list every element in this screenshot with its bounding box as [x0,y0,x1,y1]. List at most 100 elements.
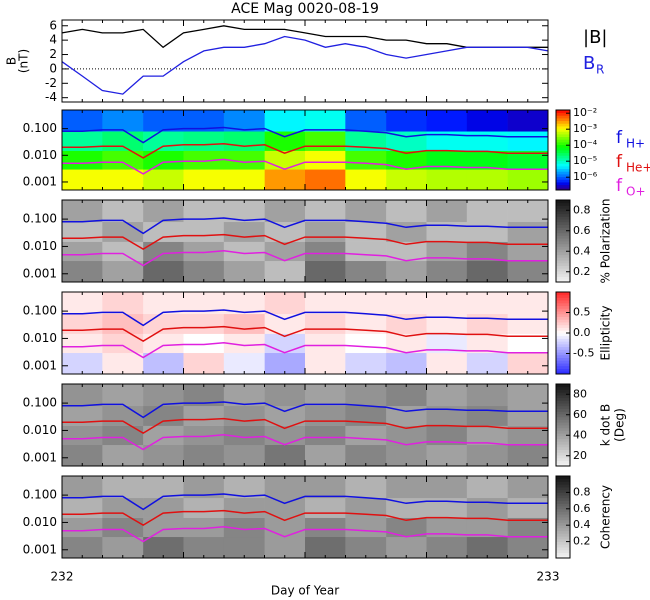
colorbar-label: % Polarization [599,199,613,284]
colorbar-swatch [556,365,570,369]
heatmap-cell [466,425,508,446]
y-tick-label: -2 [45,76,57,90]
colorbar-swatch [556,352,570,356]
heatmap-cell [345,536,387,559]
colorbar-swatch [556,397,570,401]
heatmap-cell [507,497,549,518]
frequency-line [62,325,548,342]
colorbar-swatch [556,360,570,364]
heatmap-cell [426,384,468,407]
colorbar-swatch [556,349,570,353]
colorbar-swatch [556,400,570,404]
heatmap-cell [426,352,468,375]
colorbar-swatch [556,273,570,277]
colorbar-swatch [556,200,570,204]
heatmap-cell [102,200,144,223]
heatmap-cell [223,221,265,242]
heatmap-cell [345,131,387,151]
colorbar-swatch [556,333,570,337]
colorbar-tick-label: 0.2 [573,535,591,548]
colorbar-swatch [556,241,570,245]
heatmap-cell [264,169,306,191]
colorbar-swatch [556,297,570,301]
heatmap-cell [143,200,184,223]
colorbar-swatch [556,519,570,523]
y-tick-label: 0.100 [23,212,57,226]
heatmap-cell [143,241,184,262]
heatmap-cell [386,241,427,262]
heatmap-cell [426,292,468,315]
heatmap-cell [507,200,549,223]
heatmap-cell [345,497,387,518]
colorbar-swatch [556,213,570,217]
colorbar-swatch [556,136,570,140]
colorbar-tick-label: 10⁻⁵ [573,154,597,167]
heatmap-cell [223,497,265,518]
heatmap-cell [426,169,468,191]
colorbar-swatch [556,276,570,280]
colorbar-swatch [556,139,570,143]
heatmap-cell [223,131,265,151]
heatmap-cell [62,169,103,191]
legend-label: f [616,176,623,196]
colorbar-label: Ellipticity [599,306,613,361]
colorbar-tick-label: 0.0 [573,326,591,339]
heatmap-cell [345,405,387,426]
heatmap-cell [386,352,427,375]
colorbar-swatch [556,322,570,326]
heatmap-cell [345,517,387,538]
colorbar-swatch [556,174,570,178]
colorbar-tick-label: 40 [573,428,587,441]
heatmap-cell [345,352,387,375]
colorbar-swatch [556,511,570,515]
heatmap-cell [466,200,508,223]
heatmap-cell [264,110,306,132]
colorbar-swatch [556,338,570,342]
heatmap-cell [466,352,508,375]
colorbar-swatch [556,489,570,493]
colorbar-swatch [556,452,570,456]
heatmap-cell [507,444,549,467]
colorbar-swatch [556,166,570,170]
heatmap-cell [62,221,103,242]
colorbar-swatch [556,544,570,548]
colorbar-tick-label: 0.2 [573,265,591,278]
heatmap-cell [143,497,184,518]
heatmap-cell [345,313,387,334]
colorbar-swatch [556,405,570,409]
colorbar-swatch [556,184,570,188]
colorbar-swatch [556,492,570,496]
colorbar-label: (Deg) [613,408,627,442]
colorbar-swatch [556,552,570,556]
heatmap-cell [102,241,144,262]
colorbar-swatch [556,363,570,367]
colorbar-swatch [556,123,570,127]
heatmap-cell [426,476,468,499]
heatmap-cell [102,131,144,151]
frequency-line [62,126,548,144]
heatmap-cell [507,425,549,446]
heatmap-cell [426,425,468,446]
colorbar-swatch [556,319,570,323]
colorbar-swatch [556,503,570,507]
heatmap-cell [223,444,265,467]
colorbar-swatch [556,134,570,138]
colorbar-swatch [556,238,570,242]
legend-label-sub: He+ [626,161,650,175]
colorbar-swatch [556,187,570,191]
frequency-line [62,525,548,543]
colorbar-swatch [556,144,570,148]
frequency-line [62,509,548,526]
heatmap-cell [183,425,225,446]
heatmap-cell [183,352,225,375]
heatmap-cell [143,405,184,426]
colorbar-swatch [556,449,570,453]
heatmap-cell [183,405,225,426]
heatmap-cell [143,131,184,151]
heatmap-cell [183,200,225,223]
heatmap-cell [466,405,508,426]
heatmap-cell [62,352,103,375]
chart-title: ACE Mag 0020-08-19 [231,1,379,17]
heatmap-cell [183,131,225,151]
y-axis-label: B [5,57,19,65]
